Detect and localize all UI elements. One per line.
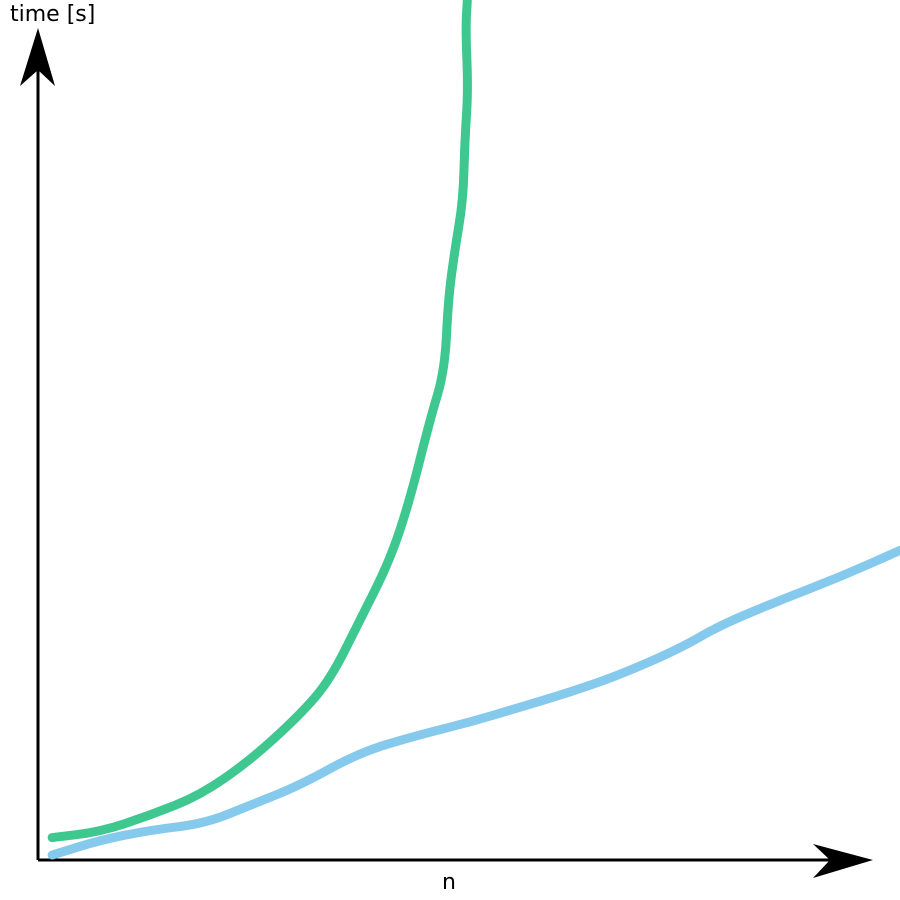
- x-axis-arrow-icon: [813, 844, 873, 878]
- series-line-1: [47, 0, 472, 843]
- x-axis-label: n: [442, 870, 456, 895]
- y-axis-label: time [s]: [10, 2, 96, 27]
- y-axis-arrow-icon: [20, 28, 55, 86]
- series-line-2: [47, 545, 900, 860]
